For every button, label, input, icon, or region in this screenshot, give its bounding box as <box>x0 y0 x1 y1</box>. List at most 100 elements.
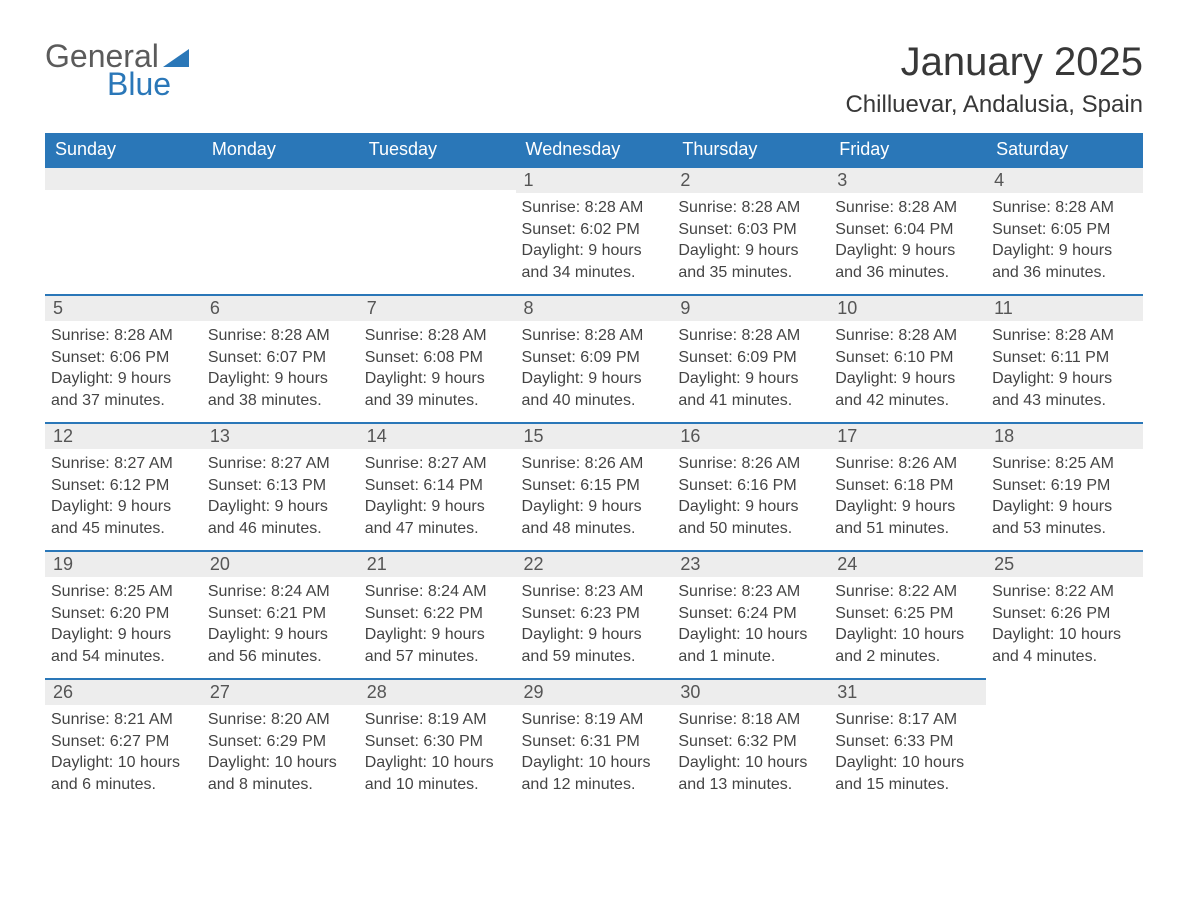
calendar-cell: 24Sunrise: 8:22 AMSunset: 6:25 PMDayligh… <box>829 550 986 678</box>
calendar-cell: 4Sunrise: 8:28 AMSunset: 6:05 PMDaylight… <box>986 166 1143 294</box>
day-content: Sunrise: 8:28 AMSunset: 6:09 PMDaylight:… <box>672 321 829 419</box>
day-number: 5 <box>45 294 202 321</box>
sunrise-text: Sunrise: 8:27 AM <box>51 453 196 475</box>
day-number: 7 <box>359 294 516 321</box>
calendar-cell: 15Sunrise: 8:26 AMSunset: 6:15 PMDayligh… <box>516 422 673 550</box>
sunset-text: Sunset: 6:13 PM <box>208 475 353 497</box>
day-content: Sunrise: 8:23 AMSunset: 6:23 PMDaylight:… <box>516 577 673 675</box>
day-content: Sunrise: 8:27 AMSunset: 6:12 PMDaylight:… <box>45 449 202 547</box>
daylight-text: Daylight: 9 hours and 43 minutes. <box>992 368 1137 411</box>
weekday-header: Monday <box>202 133 359 166</box>
sunrise-text: Sunrise: 8:24 AM <box>208 581 353 603</box>
calendar-cell: 6Sunrise: 8:28 AMSunset: 6:07 PMDaylight… <box>202 294 359 422</box>
sunrise-text: Sunrise: 8:28 AM <box>522 325 667 347</box>
day-content: Sunrise: 8:28 AMSunset: 6:06 PMDaylight:… <box>45 321 202 419</box>
calendar-cell: 26Sunrise: 8:21 AMSunset: 6:27 PMDayligh… <box>45 678 202 806</box>
daylight-text: Daylight: 9 hours and 57 minutes. <box>365 624 510 667</box>
sunrise-text: Sunrise: 8:24 AM <box>365 581 510 603</box>
sunrise-text: Sunrise: 8:28 AM <box>992 197 1137 219</box>
daylight-text: Daylight: 9 hours and 41 minutes. <box>678 368 823 411</box>
sunset-text: Sunset: 6:11 PM <box>992 347 1137 369</box>
sunset-text: Sunset: 6:23 PM <box>522 603 667 625</box>
calendar-cell: 30Sunrise: 8:18 AMSunset: 6:32 PMDayligh… <box>672 678 829 806</box>
day-content: Sunrise: 8:28 AMSunset: 6:09 PMDaylight:… <box>516 321 673 419</box>
day-number: 18 <box>986 422 1143 449</box>
calendar-cell: 25Sunrise: 8:22 AMSunset: 6:26 PMDayligh… <box>986 550 1143 678</box>
header: General Blue January 2025 Chilluevar, An… <box>45 40 1143 119</box>
sunset-text: Sunset: 6:22 PM <box>365 603 510 625</box>
day-content: Sunrise: 8:22 AMSunset: 6:25 PMDaylight:… <box>829 577 986 675</box>
day-number: 22 <box>516 550 673 577</box>
sunrise-text: Sunrise: 8:23 AM <box>522 581 667 603</box>
day-number: 11 <box>986 294 1143 321</box>
calendar-week: 5Sunrise: 8:28 AMSunset: 6:06 PMDaylight… <box>45 294 1143 422</box>
day-number: 12 <box>45 422 202 449</box>
day-content: Sunrise: 8:24 AMSunset: 6:21 PMDaylight:… <box>202 577 359 675</box>
logo-text: General Blue <box>45 40 189 100</box>
calendar-cell: 29Sunrise: 8:19 AMSunset: 6:31 PMDayligh… <box>516 678 673 806</box>
calendar-cell: 13Sunrise: 8:27 AMSunset: 6:13 PMDayligh… <box>202 422 359 550</box>
sunrise-text: Sunrise: 8:28 AM <box>678 325 823 347</box>
day-number: 31 <box>829 678 986 705</box>
daylight-text: Daylight: 10 hours and 8 minutes. <box>208 752 353 795</box>
sunrise-text: Sunrise: 8:25 AM <box>992 453 1137 475</box>
daylight-text: Daylight: 10 hours and 1 minute. <box>678 624 823 667</box>
day-content: Sunrise: 8:27 AMSunset: 6:14 PMDaylight:… <box>359 449 516 547</box>
weekday-header: Wednesday <box>516 133 673 166</box>
calendar-cell: 8Sunrise: 8:28 AMSunset: 6:09 PMDaylight… <box>516 294 673 422</box>
calendar-cell: 22Sunrise: 8:23 AMSunset: 6:23 PMDayligh… <box>516 550 673 678</box>
calendar-body: 1Sunrise: 8:28 AMSunset: 6:02 PMDaylight… <box>45 166 1143 806</box>
sunrise-text: Sunrise: 8:20 AM <box>208 709 353 731</box>
sunrise-text: Sunrise: 8:27 AM <box>365 453 510 475</box>
sunset-text: Sunset: 6:26 PM <box>992 603 1137 625</box>
day-content: Sunrise: 8:28 AMSunset: 6:08 PMDaylight:… <box>359 321 516 419</box>
daylight-text: Daylight: 9 hours and 35 minutes. <box>678 240 823 283</box>
sunrise-text: Sunrise: 8:19 AM <box>522 709 667 731</box>
calendar-cell: 12Sunrise: 8:27 AMSunset: 6:12 PMDayligh… <box>45 422 202 550</box>
day-number: 25 <box>986 550 1143 577</box>
day-content: Sunrise: 8:28 AMSunset: 6:03 PMDaylight:… <box>672 193 829 291</box>
sunset-text: Sunset: 6:14 PM <box>365 475 510 497</box>
sunrise-text: Sunrise: 8:27 AM <box>208 453 353 475</box>
day-content: Sunrise: 8:28 AMSunset: 6:07 PMDaylight:… <box>202 321 359 419</box>
calendar-cell: 27Sunrise: 8:20 AMSunset: 6:29 PMDayligh… <box>202 678 359 806</box>
sunset-text: Sunset: 6:02 PM <box>522 219 667 241</box>
calendar-head: SundayMondayTuesdayWednesdayThursdayFrid… <box>45 133 1143 166</box>
empty-day-header <box>202 166 359 190</box>
calendar-table: SundayMondayTuesdayWednesdayThursdayFrid… <box>45 133 1143 806</box>
weekday-header: Thursday <box>672 133 829 166</box>
daylight-text: Daylight: 10 hours and 13 minutes. <box>678 752 823 795</box>
daylight-text: Daylight: 9 hours and 45 minutes. <box>51 496 196 539</box>
calendar-cell: 7Sunrise: 8:28 AMSunset: 6:08 PMDaylight… <box>359 294 516 422</box>
sunrise-text: Sunrise: 8:18 AM <box>678 709 823 731</box>
daylight-text: Daylight: 10 hours and 10 minutes. <box>365 752 510 795</box>
sunset-text: Sunset: 6:30 PM <box>365 731 510 753</box>
sunset-text: Sunset: 6:29 PM <box>208 731 353 753</box>
calendar-cell: 3Sunrise: 8:28 AMSunset: 6:04 PMDaylight… <box>829 166 986 294</box>
sunrise-text: Sunrise: 8:28 AM <box>835 197 980 219</box>
day-content: Sunrise: 8:24 AMSunset: 6:22 PMDaylight:… <box>359 577 516 675</box>
day-number: 3 <box>829 166 986 193</box>
sunset-text: Sunset: 6:32 PM <box>678 731 823 753</box>
weekday-row: SundayMondayTuesdayWednesdayThursdayFrid… <box>45 133 1143 166</box>
day-content: Sunrise: 8:26 AMSunset: 6:15 PMDaylight:… <box>516 449 673 547</box>
day-number: 8 <box>516 294 673 321</box>
day-number: 16 <box>672 422 829 449</box>
sunset-text: Sunset: 6:12 PM <box>51 475 196 497</box>
sunset-text: Sunset: 6:10 PM <box>835 347 980 369</box>
day-content: Sunrise: 8:28 AMSunset: 6:10 PMDaylight:… <box>829 321 986 419</box>
weekday-header: Friday <box>829 133 986 166</box>
calendar-cell: 11Sunrise: 8:28 AMSunset: 6:11 PMDayligh… <box>986 294 1143 422</box>
calendar-cell <box>359 166 516 294</box>
daylight-text: Daylight: 10 hours and 12 minutes. <box>522 752 667 795</box>
day-number: 23 <box>672 550 829 577</box>
day-content: Sunrise: 8:28 AMSunset: 6:04 PMDaylight:… <box>829 193 986 291</box>
sunset-text: Sunset: 6:06 PM <box>51 347 196 369</box>
daylight-text: Daylight: 9 hours and 40 minutes. <box>522 368 667 411</box>
sunset-text: Sunset: 6:19 PM <box>992 475 1137 497</box>
daylight-text: Daylight: 9 hours and 53 minutes. <box>992 496 1137 539</box>
empty-day-header <box>359 166 516 190</box>
sunset-text: Sunset: 6:31 PM <box>522 731 667 753</box>
sunrise-text: Sunrise: 8:19 AM <box>365 709 510 731</box>
sunrise-text: Sunrise: 8:28 AM <box>208 325 353 347</box>
